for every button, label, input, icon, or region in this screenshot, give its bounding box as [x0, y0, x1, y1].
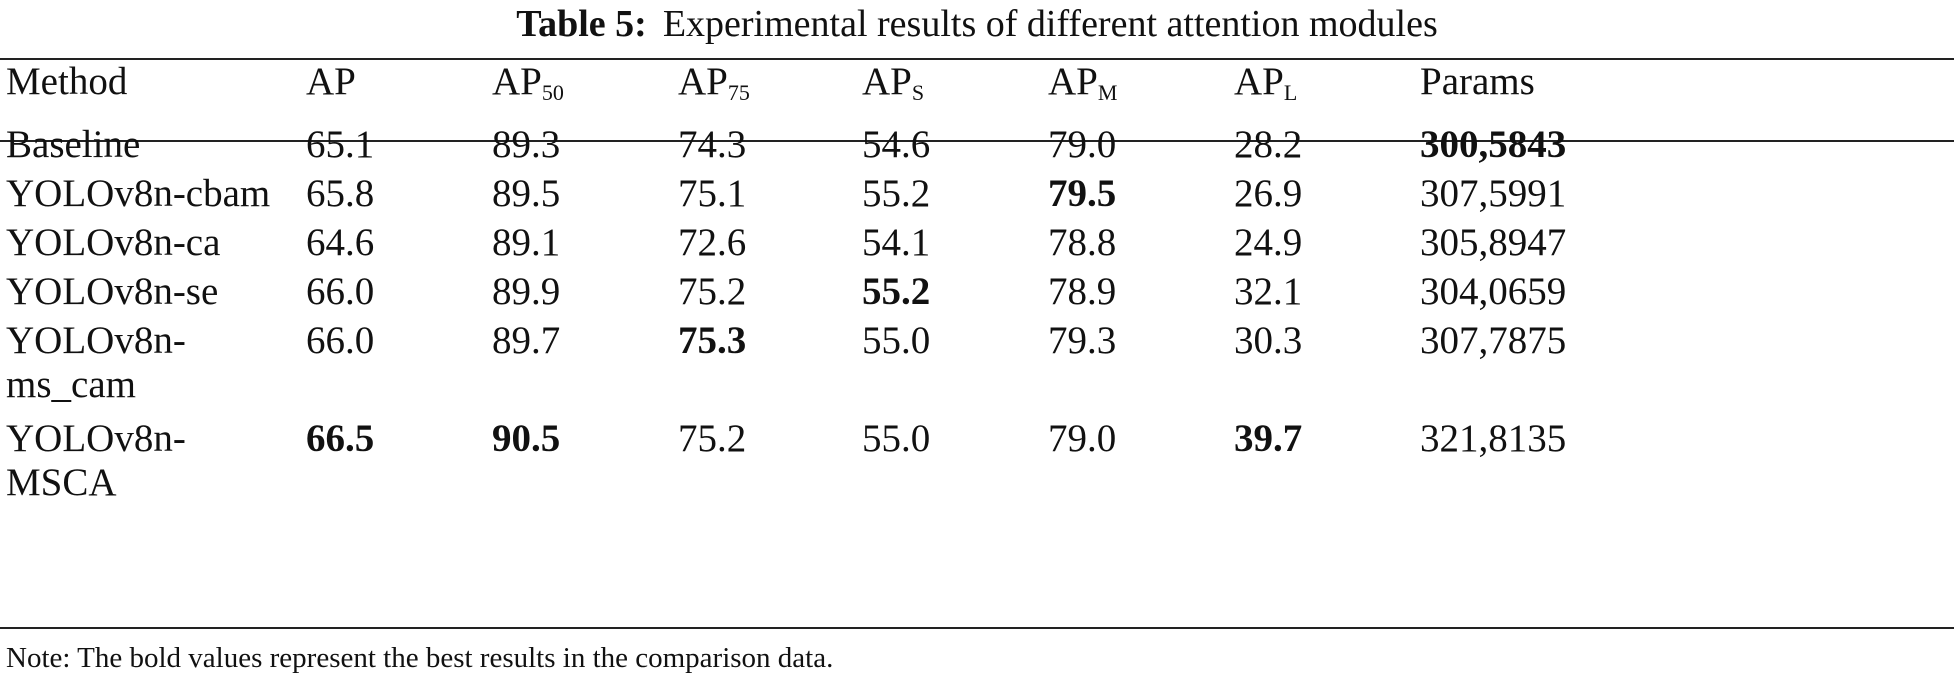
cell-ap50: 90.5: [492, 417, 561, 460]
cell-aps: 54.6: [862, 123, 931, 166]
table-caption: Table 5: Experimental results of differen…: [0, 0, 1954, 52]
cell-apl: 39.7: [1234, 417, 1303, 460]
bottom-rule: [0, 627, 1954, 629]
header-aps-base: AP: [862, 60, 912, 103]
method-name-line1: YOLOv8n-: [6, 319, 186, 362]
cell-apm: 78.8: [1048, 221, 1117, 264]
cell-params: 305,8947: [1420, 221, 1567, 264]
cell-apm: 78.9: [1048, 270, 1117, 313]
cell-aps: 54.1: [862, 221, 931, 264]
method-cell: Baseline: [6, 123, 346, 167]
cell-ap: 65.1: [306, 123, 375, 166]
cell-apl: 30.3: [1234, 319, 1303, 362]
cell-aps: 55.2: [862, 172, 931, 215]
header-rule: [0, 140, 1954, 142]
cell-ap50: 89.7: [492, 319, 561, 362]
method-cell: YOLOv8n-ca: [6, 221, 346, 265]
cell-ap75: 75.1: [678, 172, 747, 215]
method-name-line1: YOLOv8n-ca: [6, 221, 221, 264]
cell-ap75: 75.2: [678, 270, 747, 313]
cell-ap75: 75.3: [678, 319, 747, 362]
cell-ap50: 89.3: [492, 123, 561, 166]
cell-ap: 66.5: [306, 417, 375, 460]
cell-params: 300,5843: [1420, 123, 1567, 166]
cell-apm: 79.3: [1048, 319, 1117, 362]
cell-aps: 55.0: [862, 417, 931, 460]
table-caption-text: Experimental results of different attent…: [662, 3, 1438, 45]
cell-apl: 26.9: [1234, 172, 1303, 215]
header-params: Params: [1420, 60, 1535, 103]
top-rule: [0, 58, 1954, 60]
method-name-line2: MSCA: [6, 461, 117, 504]
method-cell: YOLOv8n-cbam: [6, 172, 346, 216]
method-name-line2: ms_cam: [6, 363, 136, 406]
cell-ap50: 89.9: [492, 270, 561, 313]
header-apl-sub: L: [1283, 80, 1298, 105]
cell-params: 321,8135: [1420, 417, 1567, 460]
method-cell: YOLOv8n-se: [6, 270, 346, 314]
cell-ap50: 89.5: [492, 172, 561, 215]
header-apl: APL: [1234, 60, 1297, 104]
method-cell: YOLOv8n-ms_cam: [6, 319, 346, 407]
cell-apm: 79.0: [1048, 417, 1117, 460]
cell-ap: 64.6: [306, 221, 375, 264]
method-name-line1: YOLOv8n-se: [6, 270, 219, 313]
header-apm-sub: M: [1097, 80, 1118, 105]
table-caption-label: Table 5:: [516, 3, 647, 45]
cell-ap: 66.0: [306, 319, 375, 362]
cell-params: 307,7875: [1420, 319, 1567, 362]
table-note: Note: The bold values represent the best…: [6, 642, 834, 674]
cell-ap75: 72.6: [678, 221, 747, 264]
method-name-line1: YOLOv8n-cbam: [6, 172, 271, 215]
cell-ap75: 74.3: [678, 123, 747, 166]
header-aps: APS: [862, 60, 924, 104]
cell-params: 307,5991: [1420, 172, 1567, 215]
cell-aps: 55.0: [862, 319, 931, 362]
cell-ap: 66.0: [306, 270, 375, 313]
cell-apm: 79.0: [1048, 123, 1117, 166]
cell-aps: 55.2: [862, 270, 931, 313]
header-ap50-sub: 50: [541, 80, 564, 105]
cell-ap50: 89.1: [492, 221, 561, 264]
header-apl-base: AP: [1234, 60, 1284, 103]
cell-apm: 79.5: [1048, 172, 1117, 215]
cell-apl: 24.9: [1234, 221, 1303, 264]
header-ap75-sub: 75: [727, 80, 750, 105]
header-ap75-base: AP: [678, 60, 728, 103]
header-ap75: AP75: [678, 60, 750, 104]
header-apm-base: AP: [1048, 60, 1098, 103]
header-apm: APM: [1048, 60, 1117, 104]
header-ap50-base: AP: [492, 60, 542, 103]
method-cell: YOLOv8n- MSCA: [6, 417, 346, 505]
cell-apl: 32.1: [1234, 270, 1303, 313]
cell-ap: 65.8: [306, 172, 375, 215]
method-name-line1: YOLOv8n-: [6, 417, 186, 460]
header-ap50: AP50: [492, 60, 564, 104]
header-aps-sub: S: [911, 80, 925, 105]
cell-ap75: 75.2: [678, 417, 747, 460]
header-ap: AP: [306, 60, 356, 103]
header-method: Method: [6, 60, 128, 103]
cell-apl: 28.2: [1234, 123, 1303, 166]
method-name-line1: Baseline: [6, 123, 141, 166]
cell-params: 304,0659: [1420, 270, 1567, 313]
